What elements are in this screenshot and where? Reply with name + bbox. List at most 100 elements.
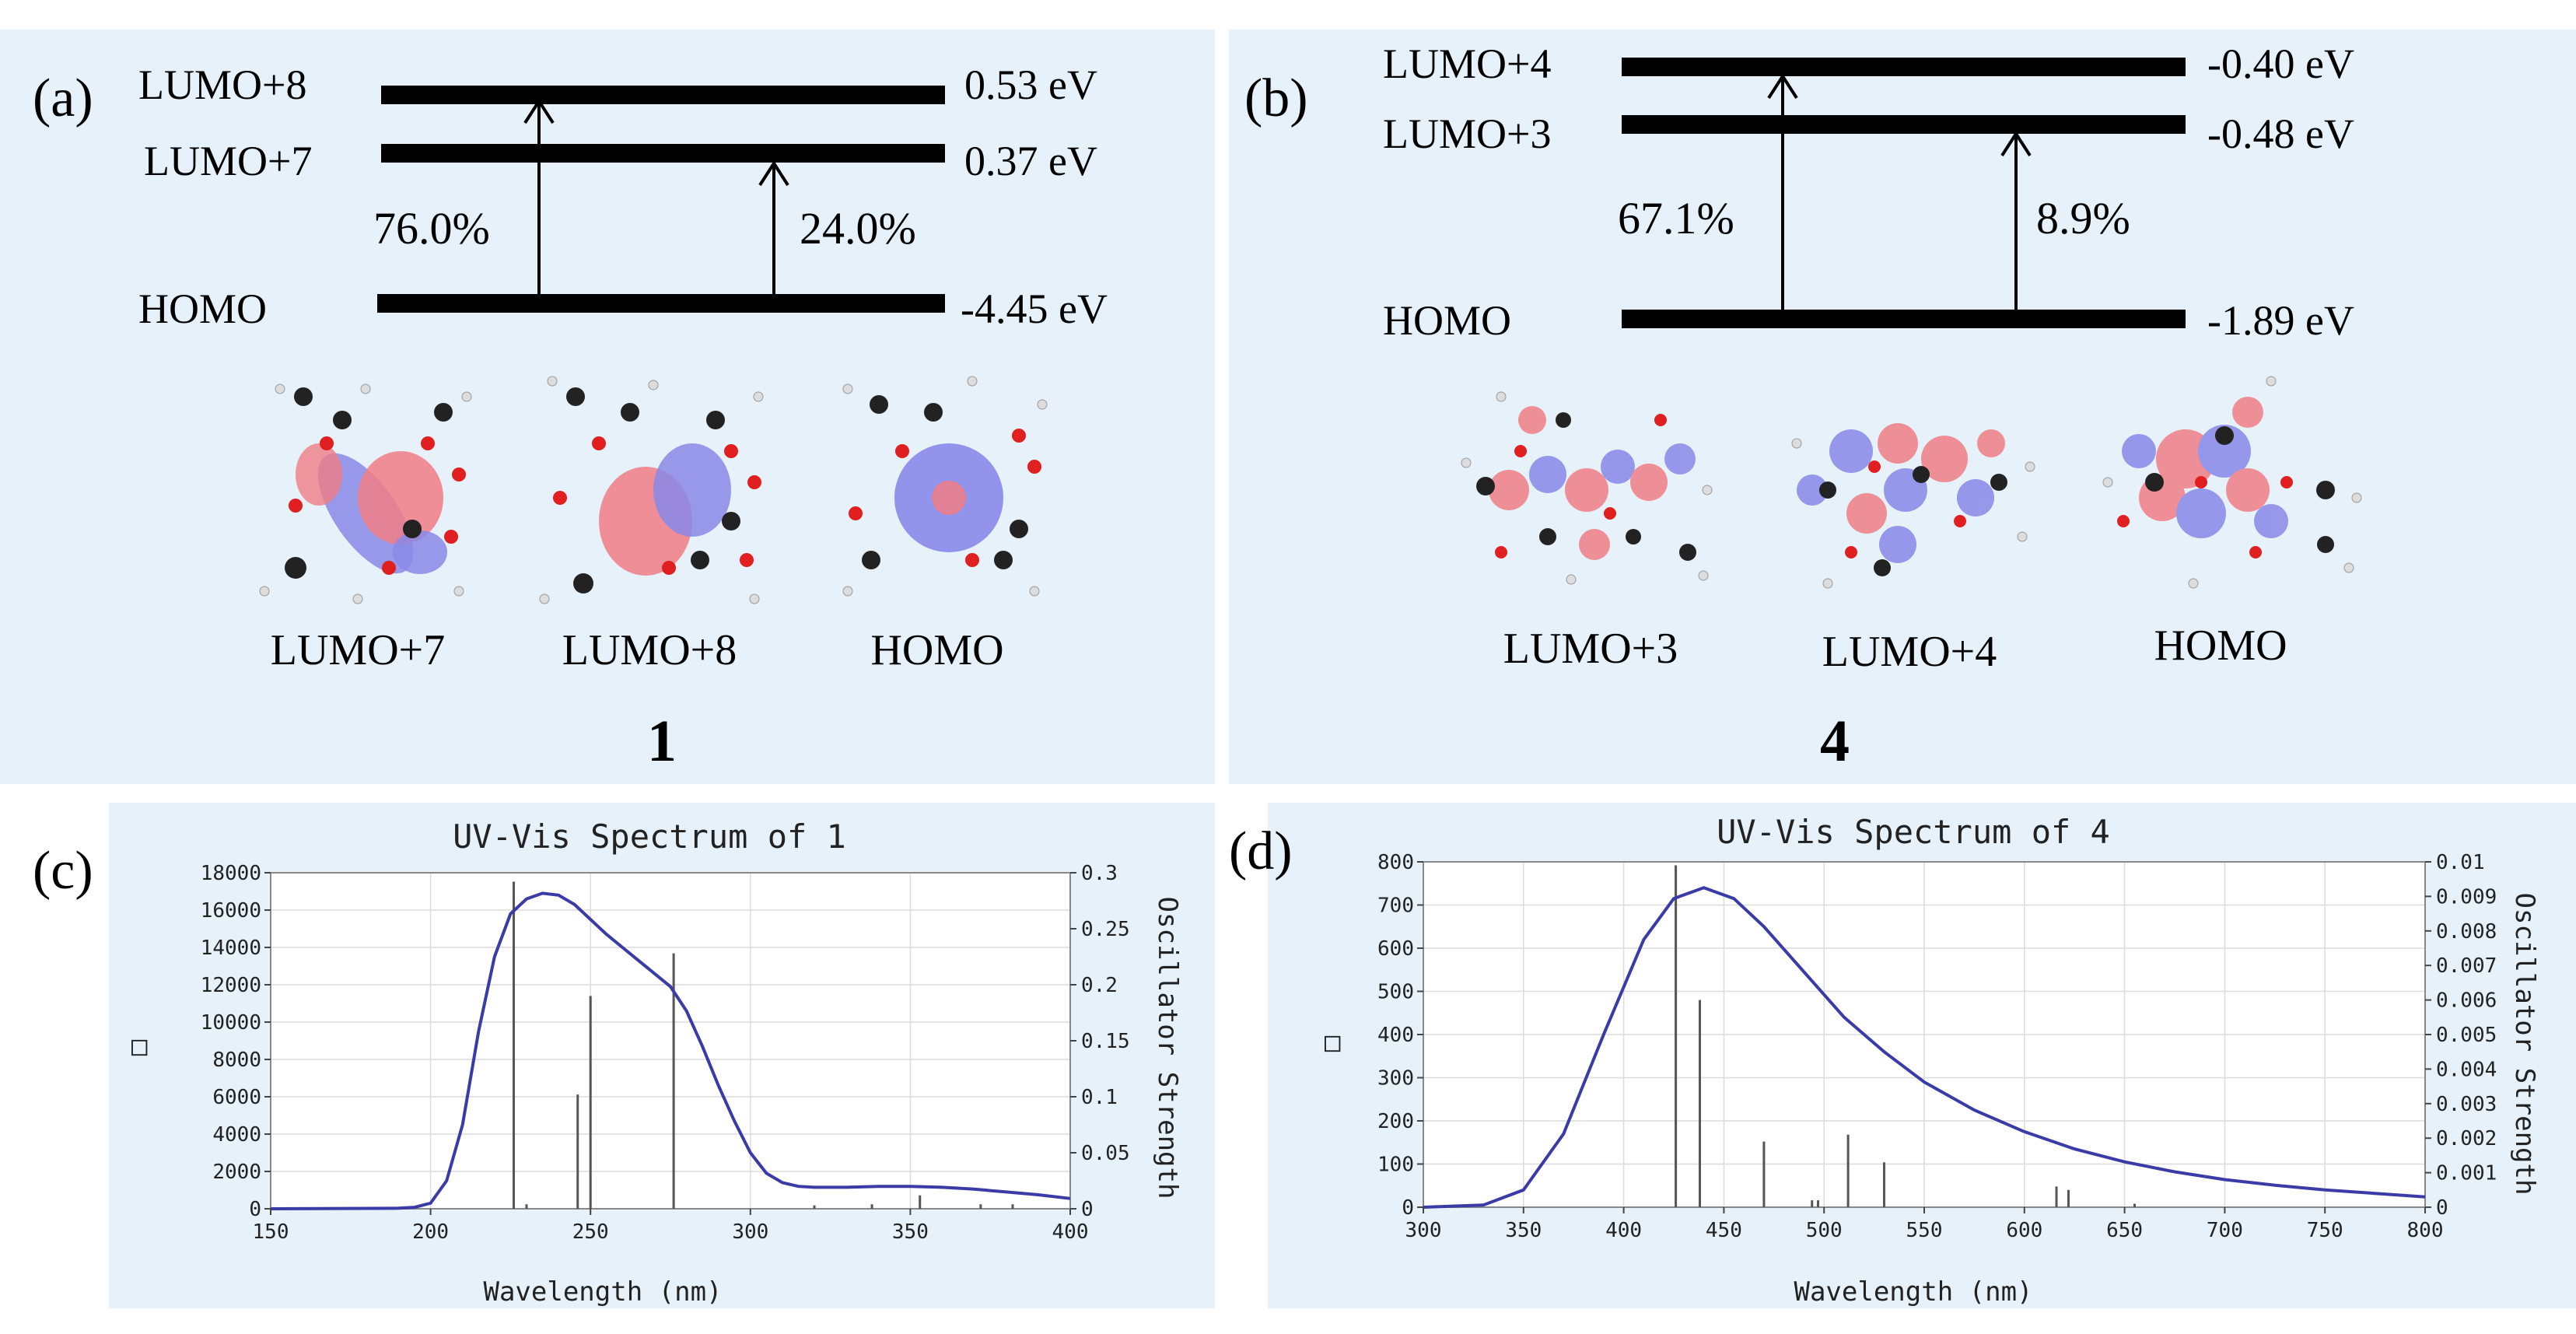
- y-tick-label: 18000: [201, 862, 261, 885]
- y-tick-label: 300: [1377, 1067, 1414, 1091]
- orbital-caption-b3: HOMO: [2154, 621, 2287, 670]
- orbital-image-lumo4-b: [1791, 423, 2035, 589]
- y-tick-label: 200: [1377, 1110, 1414, 1133]
- y2-tick-label: 0.01: [2436, 851, 2485, 874]
- energy-level-bar-lumo7-a: [381, 144, 945, 163]
- y2-tick-label: 0.003: [2436, 1093, 2497, 1116]
- y2-tick-label: 0: [1081, 1198, 1094, 1221]
- y2-tick-label: 0.15: [1081, 1030, 1130, 1053]
- panel-b-label: (b): [1244, 68, 1308, 128]
- uv-vis-chart-compound-1: UV-Vis Spectrum of 1 150 200 250 300 350 4000…: [122, 818, 1183, 1308]
- chart-title: UV-Vis Spectrum of 1: [453, 818, 846, 856]
- y-tick-label: 400: [1377, 1024, 1414, 1047]
- orbital-caption-b1: LUMO+3: [1503, 625, 1678, 673]
- absorption-curve: [1423, 886, 2426, 1209]
- energy-level-bar-lumo3-b: [1622, 115, 2186, 134]
- y-tick-label: 10000: [201, 1011, 261, 1035]
- x-axis-label: Wavelength (nm): [483, 1276, 722, 1308]
- uv-vis-chart-compound-4: UV-Vis Spectrum of 4 300 350 400 450 500 550 6…: [1315, 813, 2540, 1308]
- level-energy-homo-b: -1.89 eV: [2207, 297, 2354, 344]
- x-tick-label: 400: [1605, 1219, 1642, 1242]
- level-name-lumo3-b: LUMO+3: [1383, 110, 1552, 157]
- y-tick-label: 12000: [201, 974, 261, 997]
- level-energy-lumo8-a: 0.53 eV: [964, 61, 1097, 108]
- y2-tick-label: 0.008: [2436, 920, 2497, 944]
- plot-area: [271, 873, 1070, 1209]
- energy-level-bar-homo-a: [377, 294, 945, 313]
- y2-tick-label: 0.002: [2436, 1127, 2497, 1150]
- y2-tick-label: 0.2: [1081, 974, 1118, 997]
- x-tick-label: 750: [2307, 1219, 2343, 1242]
- x-tick-label: 400: [1052, 1220, 1089, 1244]
- absorption-curve: [270, 891, 1071, 1210]
- x-tick-label: 350: [892, 1220, 929, 1244]
- x-tick-label: 200: [412, 1220, 449, 1244]
- transition-percent-a2: 24.0%: [800, 203, 916, 254]
- y-tick-label: 800: [1377, 851, 1414, 874]
- level-name-lumo4-b: LUMO+4: [1383, 40, 1552, 87]
- y-tick-label: 500: [1377, 981, 1414, 1004]
- y-tick-label: 14000: [201, 937, 261, 960]
- orbital-caption-a1: LUMO+7: [270, 626, 446, 674]
- x-tick-label: 300: [732, 1220, 768, 1244]
- level-name-homo-a: HOMO: [138, 285, 268, 332]
- arrowhead-icon: [1767, 73, 1798, 100]
- compound-label-b: 4: [1820, 709, 1850, 774]
- panel-d-label: (d): [1229, 821, 1293, 881]
- transition-arrows-b: [1767, 73, 2032, 310]
- y2-tick-label: 0.05: [1081, 1142, 1130, 1165]
- y-tick-label: 600: [1377, 937, 1414, 961]
- chart-title: UV-Vis Spectrum of 4: [1717, 813, 2110, 851]
- panel-c-label: (c): [33, 841, 93, 901]
- y2-tick-label: 0.001: [2436, 1162, 2497, 1185]
- x-tick-label: 800: [2407, 1219, 2444, 1242]
- y2-tick-label: 0.25: [1081, 918, 1130, 941]
- y2-axis-label: Oscillator Strength: [2509, 893, 2540, 1196]
- y-tick-label: 4000: [212, 1123, 261, 1147]
- y-tick-label: 6000: [212, 1086, 261, 1109]
- transition-percent-a1: 76.0%: [373, 203, 490, 254]
- y2-tick-label: 0.004: [2436, 1058, 2497, 1081]
- x-tick-label: 350: [1505, 1219, 1542, 1242]
- y2-tick-label: 0: [2436, 1196, 2448, 1220]
- orbital-caption-a3: HOMO: [870, 626, 1004, 674]
- x-tick-label: 450: [1706, 1219, 1742, 1242]
- arrowhead-icon: [2000, 131, 2032, 157]
- level-energy-lumo7-a: 0.37 eV: [964, 138, 1097, 184]
- orbital-caption-a2: LUMO+8: [562, 626, 737, 674]
- transition-percent-b1: 67.1%: [1618, 193, 1734, 243]
- y-axis-label: □: [122, 1039, 153, 1056]
- y-tick-label: 2000: [212, 1161, 261, 1184]
- x-tick-label: 550: [1906, 1219, 1943, 1242]
- y-axis-label: □: [1315, 1035, 1346, 1052]
- y-tick-label: 100: [1377, 1154, 1414, 1177]
- energy-level-bar-homo-b: [1622, 310, 2186, 328]
- level-energy-homo-a: -4.45 eV: [961, 285, 1108, 332]
- y2-tick-label: 0.009: [2436, 885, 2497, 909]
- y2-tick-label: 0.1: [1081, 1086, 1118, 1109]
- level-name-lumo8-a: LUMO+8: [138, 61, 307, 108]
- y2-tick-label: 0.007: [2436, 954, 2497, 978]
- x-tick-label: 600: [2006, 1219, 2042, 1242]
- y-tick-label: 0: [249, 1198, 261, 1221]
- panel-a-label: (a): [33, 68, 93, 128]
- y2-axis-label: Oscillator Strength: [1152, 897, 1183, 1199]
- x-tick-label: 250: [572, 1220, 609, 1244]
- orbital-image-homo-a: [842, 376, 1048, 597]
- y2-tick-label: 0.006: [2436, 989, 2497, 1013]
- orbital-image-lumo7-a: [259, 383, 472, 604]
- compound-label-a: 1: [647, 709, 677, 774]
- level-energy-lumo3-b: -0.48 eV: [2207, 110, 2354, 157]
- x-axis-label: Wavelength (nm): [1794, 1276, 2032, 1308]
- energy-level-bar-lumo4-b: [1622, 58, 2186, 76]
- y-tick-label: 16000: [201, 899, 261, 923]
- x-tick-label: 500: [1806, 1219, 1843, 1242]
- energy-level-bar-lumo8-a: [381, 86, 945, 104]
- transition-percent-b2: 8.9%: [2036, 193, 2130, 243]
- y-tick-label: 700: [1377, 895, 1414, 918]
- transition-arrows-a: [523, 98, 789, 294]
- orbital-caption-b2: LUMO+4: [1822, 628, 1997, 676]
- arrowhead-icon: [758, 160, 789, 187]
- orbital-image-homo-b: [2102, 376, 2362, 589]
- arrowhead-icon: [523, 98, 555, 124]
